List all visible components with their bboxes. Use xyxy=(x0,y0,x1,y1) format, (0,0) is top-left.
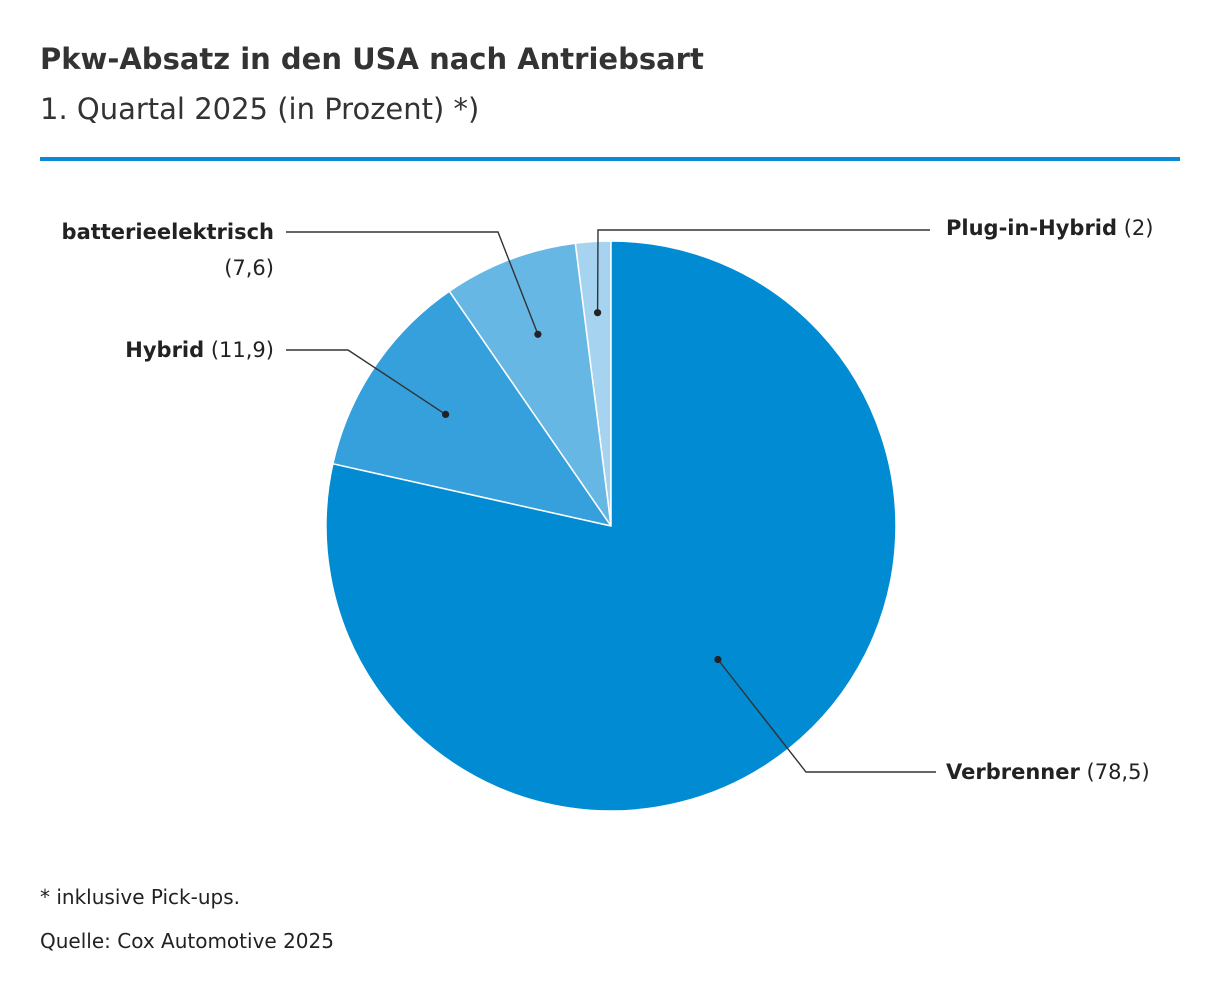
pie-slice-hybrid xyxy=(332,290,612,527)
leader-dot-batterieelektrisch xyxy=(534,330,542,338)
slice-label-batterieelektrisch: batterieelektrisch (7,6) xyxy=(62,220,274,280)
title-rule xyxy=(40,157,1180,161)
slice-label-value: (2) xyxy=(1117,216,1153,240)
leader-dot-verbrenner xyxy=(714,655,722,664)
slice-label-value: (78,5) xyxy=(1080,760,1150,784)
pie-labels: Plug-in-Hybrid (2) batterieelektrisch (7,6… xyxy=(62,216,1154,784)
pie-leader-lines xyxy=(286,229,936,773)
footnote: * inklusive Pick-ups. xyxy=(40,885,240,909)
leader-line-plug-in-hybrid xyxy=(596,229,930,313)
slice-label-plug-in-hybrid: Plug-in-Hybrid (2) xyxy=(946,216,1153,240)
slice-label-value: (11,9) xyxy=(204,338,274,362)
source-note: Quelle: Cox Automotive 2025 xyxy=(40,929,334,953)
pie-slice-verbrenner xyxy=(325,240,897,812)
leader-line-verbrenner xyxy=(717,659,936,773)
slice-label-name: Hybrid xyxy=(125,338,204,362)
slice-label-name: Verbrenner xyxy=(946,760,1080,784)
slice-label-name: batterieelektrisch xyxy=(62,220,274,244)
slice-label-hybrid: Hybrid (11,9) xyxy=(125,338,274,362)
leader-line-hybrid xyxy=(286,349,446,415)
slice-label-name: Plug-in-Hybrid xyxy=(946,216,1117,240)
slice-label-verbrenner: Verbrenner (78,5) xyxy=(946,760,1150,784)
leader-line-batterieelektrisch xyxy=(286,231,539,335)
chart-title: Pkw-Absatz in den USA nach Antriebsart xyxy=(40,42,704,76)
chart-subtitle: 1. Quartal 2025 (in Prozent) *) xyxy=(40,92,480,126)
leader-dot-hybrid xyxy=(442,410,450,418)
slice-label-value: (7,6) xyxy=(224,256,274,280)
pie-slices xyxy=(325,240,897,812)
leader-dot-plug-in-hybrid xyxy=(594,309,602,317)
